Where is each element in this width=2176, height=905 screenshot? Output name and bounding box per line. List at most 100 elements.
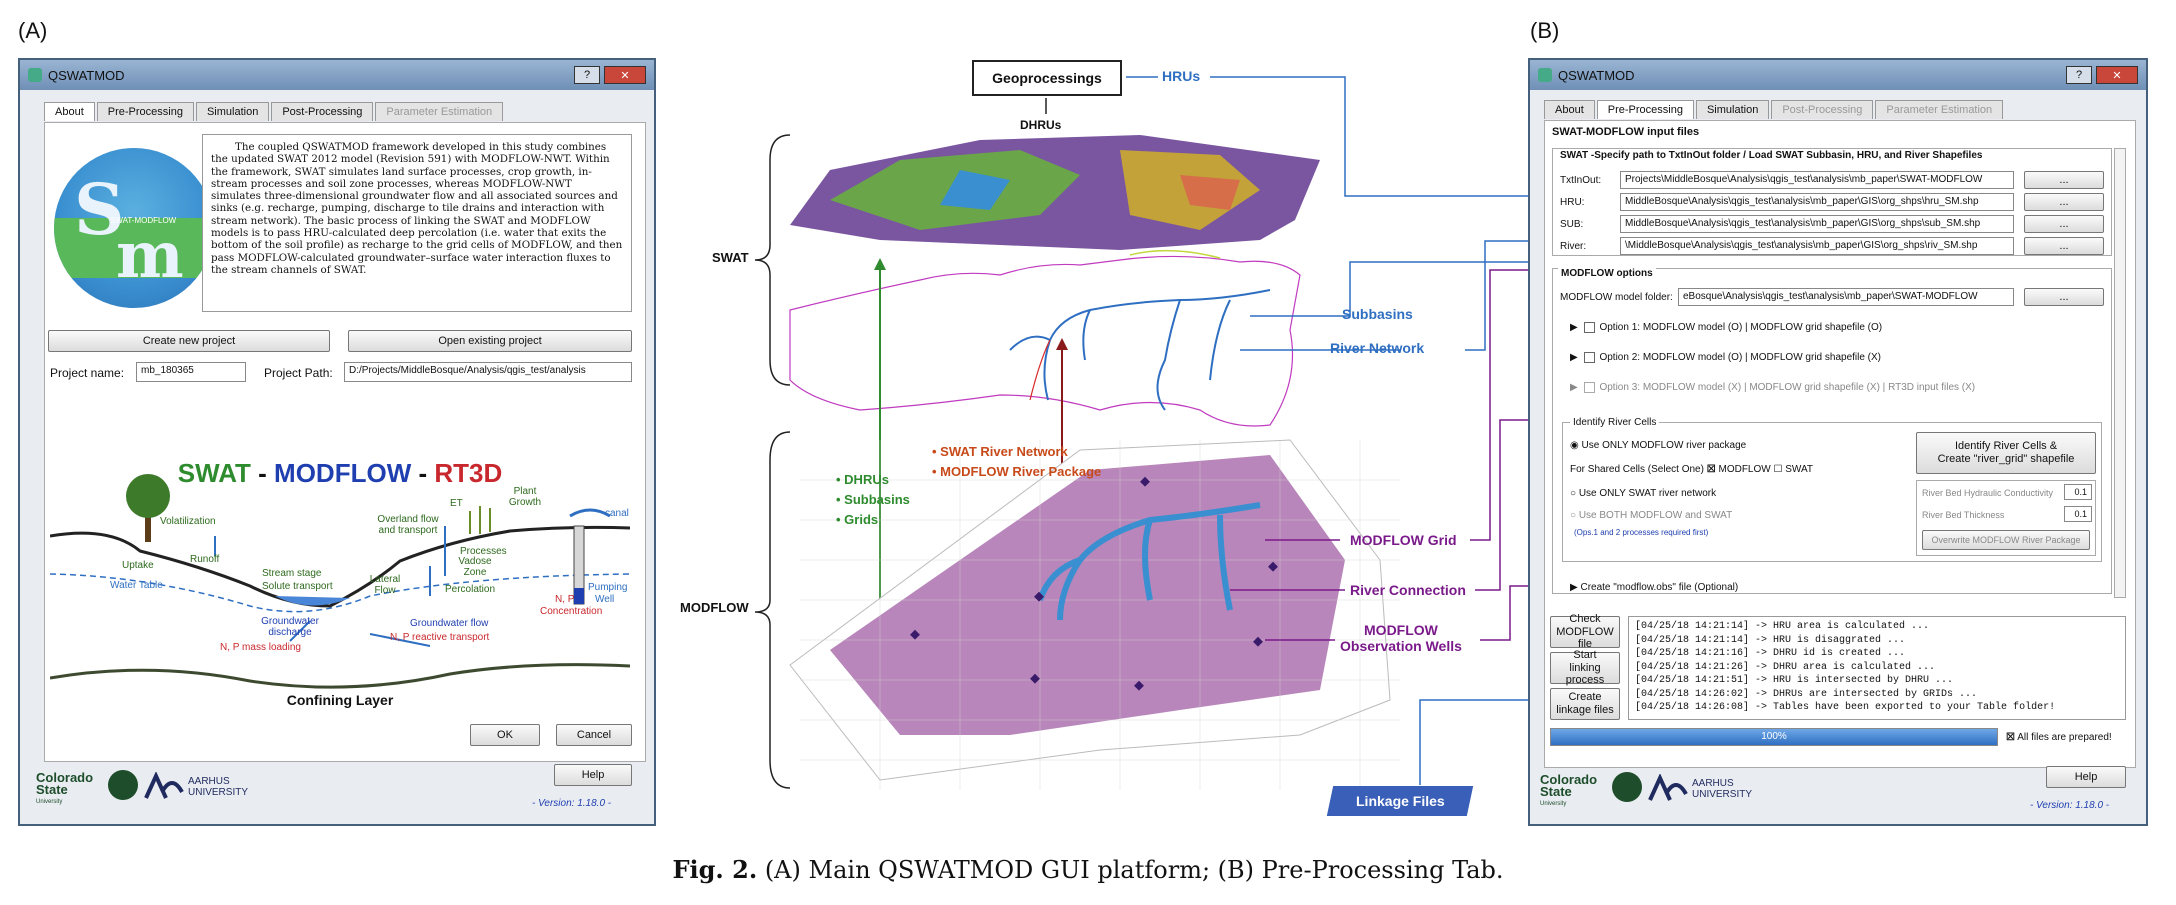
diagram-graphic (50, 474, 630, 689)
window-b-title: QSWATMOD (1558, 67, 1635, 83)
model-folder-field[interactable]: eBosque\Analysis\qgis_test\analysis\mb_p… (1678, 288, 2014, 306)
modflow-brace-label: MODFLOW (680, 600, 749, 615)
label-np: N, P (555, 594, 575, 605)
use-both-radio[interactable]: ○ Use BOTH MODFLOW and SWAT (1570, 510, 1733, 521)
label-canal: canal (605, 508, 629, 519)
option1-checkbox[interactable] (1584, 322, 1596, 333)
log-output: [04/25/18 14:21:14] -> HRU area is calcu… (1628, 616, 2126, 720)
aarhus-logo-text: AARHUS UNIVERSITY (1692, 778, 1753, 800)
log-line: [04/25/18 14:21:51] -> HRU is intersecte… (1635, 675, 1954, 686)
shared-cells-row: For Shared Cells (Select One) ☒ MODFLOW … (1570, 464, 1814, 475)
identify-river-button[interactable]: Identify River Cells & Create "river_grid… (1916, 432, 2096, 474)
swat-checkbox[interactable]: ☐ (1773, 464, 1783, 475)
txtinout-browse-button[interactable]: ... (2024, 171, 2104, 189)
dhrus-label: DHRUs (1020, 118, 1062, 132)
tab-parameter-estimation[interactable]: Parameter Estimation (1875, 100, 2004, 119)
tab-simulation[interactable]: Simulation (1695, 100, 1770, 119)
overwrite-river-button[interactable]: Overwrite MODFLOW River Package (1922, 530, 2090, 550)
csu-ram-icon (108, 770, 138, 800)
tab-pre-processing[interactable]: Pre-Processing (1596, 100, 1694, 119)
sub-browse-button[interactable]: ... (2024, 215, 2104, 233)
close-button[interactable]: ✕ (604, 66, 646, 84)
help-button[interactable]: Help (554, 764, 632, 786)
green-list-item: • Grids (836, 512, 879, 527)
conductivity-field[interactable]: 0.1 (2064, 484, 2092, 500)
close-button[interactable]: ✕ (2096, 66, 2138, 84)
description-text: The coupled QSWATMOD framework developed… (202, 134, 632, 312)
tab-pre-processing[interactable]: Pre-Processing (96, 102, 194, 121)
model-folder-browse-button[interactable]: ... (2024, 288, 2104, 306)
conductivity-label: River Bed Hydraulic Conductivity (1922, 488, 2054, 498)
thickness-label: River Bed Thickness (1922, 510, 2005, 520)
cancel-button[interactable]: Cancel (556, 724, 632, 746)
progress-fill (1551, 729, 1997, 745)
panel-b-label: (B) (1530, 18, 1560, 43)
label-vadose: Vadose Zone (458, 556, 492, 578)
modflow-options-group (1552, 268, 2112, 594)
log-line: [04/25/18 14:21:14] -> HRU area is calcu… (1635, 621, 1930, 632)
open-project-button[interactable]: Open existing project (348, 330, 632, 352)
txtinout-field[interactable]: Projects\MiddleBosque\Analysis\qgis_test… (1620, 171, 2014, 189)
tab-about[interactable]: About (1544, 100, 1595, 119)
csu-logo-text: Colorado State University (1540, 772, 1598, 807)
ok-button[interactable]: OK (470, 724, 540, 746)
aarhus-logo-text: AARHUS UNIVERSITY (188, 776, 249, 798)
start-linking-button[interactable]: Start linking process (1550, 649, 1620, 686)
version-label: - Version: 1.18.0 - (2030, 800, 2110, 811)
tab-about[interactable]: About (44, 102, 95, 121)
progress-text: 100% (1761, 731, 1787, 742)
ops-note: (Ops.1 and 2 processes required first) (1574, 528, 1709, 537)
river-browse-button[interactable]: ... (2024, 237, 2104, 255)
help-title-button[interactable]: ? (574, 66, 600, 84)
help-button[interactable]: Help (2046, 766, 2126, 788)
tab-post-processing[interactable]: Post-Processing (271, 102, 374, 121)
log-line: [04/25/18 14:21:14] -> HRU is disaggrate… (1635, 634, 1906, 646)
red-list-item: • SWAT River Network (932, 444, 1068, 459)
project-path-field[interactable]: D:/Projects/MiddleBosque/Analysis/qgis_t… (344, 362, 632, 382)
label-volatilization: Volatilization (160, 516, 216, 527)
modflow-options-title: MODFLOW options (1558, 268, 1656, 279)
tab-parameter-estimation[interactable]: Parameter Estimation (375, 102, 504, 121)
label-overland: Overland flow and transport (377, 514, 439, 536)
green-list: • DHRUs • Subbasins • Grids (836, 470, 910, 530)
option3-row[interactable]: ▶ Option 3: MODFLOW model (X) | MODFLOW … (1570, 382, 1976, 394)
label-np-reactive: N, P reactive transport (390, 632, 490, 643)
hru-label: HRU: (1560, 197, 1585, 208)
tab-post-processing[interactable]: Post-Processing (1771, 100, 1874, 119)
river-field[interactable]: \MiddleBosque\Analysis\qgis_test\analysi… (1620, 237, 2014, 255)
modflow-checkbox[interactable]: ☒ (1706, 464, 1716, 475)
green-list-item: • DHRUs (836, 472, 889, 487)
label-percolation: Percolation (445, 584, 496, 595)
option1-row[interactable]: ▶ Option 1: MODFLOW model (O) | MODFLOW … (1570, 322, 1883, 334)
use-only-modflow-radio[interactable]: ◉ Use ONLY MODFLOW river package (1570, 440, 1747, 451)
vertical-scrollbar[interactable] (2114, 148, 2126, 598)
hru-browse-button[interactable]: ... (2024, 193, 2104, 211)
create-project-button[interactable]: Create new project (48, 330, 330, 352)
hru-field[interactable]: MiddleBosque\Analysis\qgis_test\analysis… (1620, 193, 2014, 211)
option3-checkbox[interactable] (1584, 382, 1596, 393)
create-obs-row[interactable]: ▶ Create "modflow.obs" file (Optional) (1570, 582, 1739, 593)
tab-simulation[interactable]: Simulation (195, 102, 270, 121)
check-modflow-button[interactable]: Check MODFLOW file (1550, 613, 1620, 650)
app-icon (1538, 68, 1552, 82)
project-name-field[interactable]: mb_180365 (136, 362, 246, 382)
option2-row[interactable]: ▶ Option 2: MODFLOW model (O) | MODFLOW … (1570, 352, 1882, 364)
csu-ram-icon (1612, 772, 1642, 802)
red-list: • SWAT River Network • MODFLOW River Pac… (932, 442, 1101, 482)
label-np-mass: N, P mass loading (220, 642, 301, 653)
help-title-button[interactable]: ? (2066, 66, 2092, 84)
check-icon: ☒ (2006, 732, 2015, 743)
obs-wells-label: MODFLOW Observation Wells (1340, 622, 1462, 654)
option2-checkbox[interactable] (1584, 352, 1596, 363)
figure-caption: Fig. 2. (A) Main QSWATMOD GUI platform; … (672, 855, 1504, 884)
aarhus-wave-icon (144, 772, 184, 799)
use-only-swat-radio[interactable]: ○ Use ONLY SWAT river network (1570, 488, 1717, 499)
create-linkage-button[interactable]: Create linkage files (1550, 688, 1620, 720)
sub-field[interactable]: MiddleBosque\Analysis\qgis_test\analysis… (1620, 215, 2014, 233)
all-prepared-row: ☒ All files are prepared! (2006, 732, 2112, 743)
txtinout-label: TxtInOut: (1560, 175, 1602, 186)
csu-logo-text: Colorado State University (36, 770, 94, 805)
geoprocessings-box: Geoprocessings (972, 60, 1122, 96)
thickness-field[interactable]: 0.1 (2064, 506, 2092, 522)
label-confining: Confining Layer (286, 692, 394, 708)
